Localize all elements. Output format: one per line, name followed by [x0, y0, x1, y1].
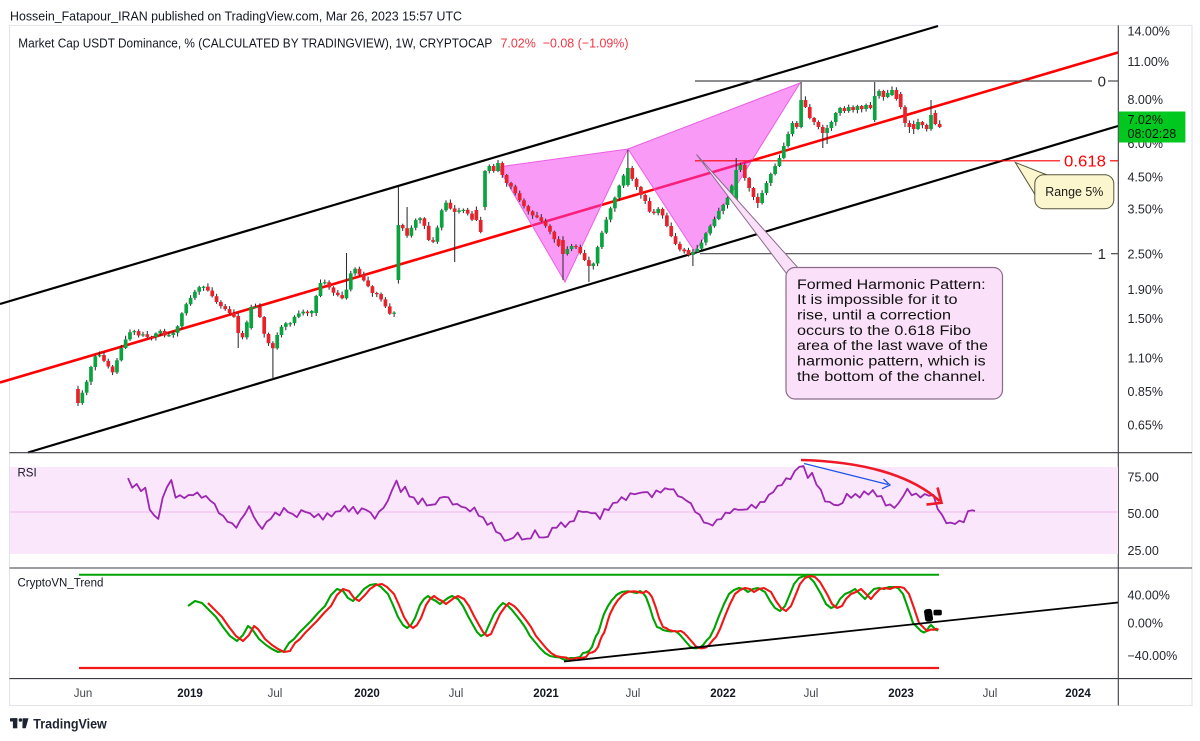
svg-text:2020: 2020	[354, 688, 380, 700]
svg-text:0.65%: 0.65%	[1128, 418, 1163, 432]
svg-text:08:02:28: 08:02:28	[1128, 127, 1177, 141]
svg-text:RSI: RSI	[18, 468, 37, 480]
svg-text:11.00%: 11.00%	[1128, 55, 1169, 69]
svg-text:0.85%: 0.85%	[1128, 385, 1163, 399]
svg-text:CryptoVN_Trend: CryptoVN_Trend	[18, 578, 104, 590]
svg-text:occurs to the 0.618 Fibo: occurs to the 0.618 Fibo	[797, 323, 971, 339]
svg-text:the bottom of the channel.: the bottom of the channel.	[797, 369, 986, 385]
svg-text:Jul: Jul	[804, 688, 819, 700]
svg-text:3.50%: 3.50%	[1128, 202, 1163, 216]
svg-text:1.10%: 1.10%	[1128, 351, 1163, 365]
svg-text:0.00%: 0.00%	[1128, 616, 1163, 630]
svg-text:14.00%: 14.00%	[1128, 25, 1170, 39]
svg-text:Range 5%: Range 5%	[1045, 185, 1103, 199]
svg-text:Jul: Jul	[449, 688, 464, 700]
svg-text:2019: 2019	[177, 688, 203, 700]
svg-text:1: 1	[1098, 246, 1106, 263]
svg-text:Jul: Jul	[983, 688, 998, 700]
svg-text:50.00: 50.00	[1128, 507, 1159, 521]
svg-text:4.50%: 4.50%	[1128, 170, 1163, 184]
svg-text:2021: 2021	[533, 688, 559, 700]
svg-text:40.00%: 40.00%	[1128, 588, 1170, 602]
svg-text:25.00: 25.00	[1128, 544, 1159, 558]
svg-text:−40.00%: −40.00%	[1128, 649, 1178, 663]
svg-text:0: 0	[1098, 74, 1106, 91]
svg-text:Formed Harmonic Pattern:: Formed Harmonic Pattern:	[797, 277, 986, 293]
svg-text:area of the last wave of the: area of the last wave of the	[797, 338, 988, 354]
svg-text:2022: 2022	[710, 688, 736, 700]
svg-text:harmonic pattern, which is: harmonic pattern, which is	[797, 354, 986, 370]
svg-text:2023: 2023	[888, 688, 914, 700]
svg-text:8.00%: 8.00%	[1128, 93, 1163, 107]
svg-text:2.50%: 2.50%	[1128, 247, 1163, 261]
svg-text:It is impossible for it to: It is impossible for it to	[797, 292, 958, 308]
svg-text:1.90%: 1.90%	[1128, 283, 1163, 297]
svg-text:7.02% −0.08 (−1.09%): 7.02% −0.08 (−1.09%)	[501, 36, 629, 51]
svg-text:75.00: 75.00	[1128, 470, 1159, 484]
svg-text:0.618: 0.618	[1064, 153, 1106, 170]
svg-text:TradingView: TradingView	[33, 716, 107, 732]
svg-text:7.02%: 7.02%	[1128, 113, 1163, 127]
svg-text:Market Cap USDT Dominance, % (: Market Cap USDT Dominance, % (CALCULATED…	[18, 36, 492, 51]
svg-text:Jun: Jun	[74, 688, 93, 700]
svg-text:1.50%: 1.50%	[1128, 312, 1163, 326]
svg-text:Jul: Jul	[626, 688, 641, 700]
svg-text:2024: 2024	[1065, 688, 1091, 700]
svg-text:Hossein_Fatapour_IRAN publishe: Hossein_Fatapour_IRAN published on Tradi…	[10, 10, 462, 24]
svg-text:rise, until a correction: rise, until a correction	[797, 308, 951, 324]
svg-text:Jul: Jul	[268, 688, 283, 700]
